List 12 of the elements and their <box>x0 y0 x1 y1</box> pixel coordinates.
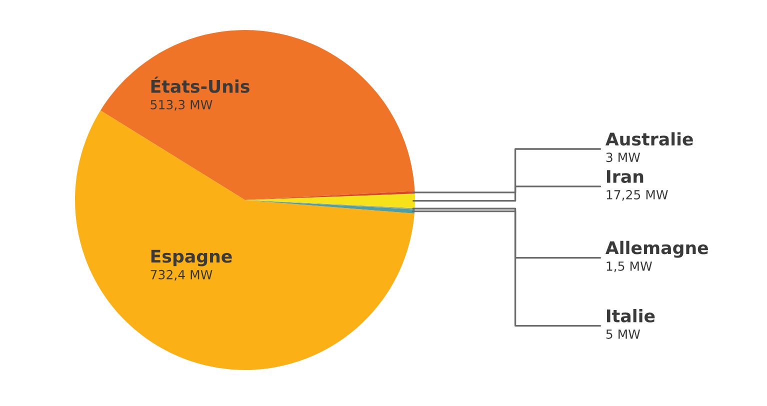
slice-label: Allemagne <box>605 240 708 258</box>
slice-label: Iran <box>606 170 644 184</box>
data-label: 5 MW <box>606 330 640 339</box>
data-label: 732,4 MW <box>150 270 212 281</box>
slice-label: Australie <box>605 132 693 146</box>
data-label: 1,5 MW <box>606 262 652 272</box>
data-label: 513,3 MW <box>150 100 212 111</box>
slice-label: Espagne <box>151 250 232 266</box>
data-label: 3 MW <box>606 152 640 162</box>
slice-label: Italie <box>606 309 655 322</box>
slice-label: États-Unis <box>151 76 250 93</box>
data-label: 17,25 MW <box>606 190 668 201</box>
